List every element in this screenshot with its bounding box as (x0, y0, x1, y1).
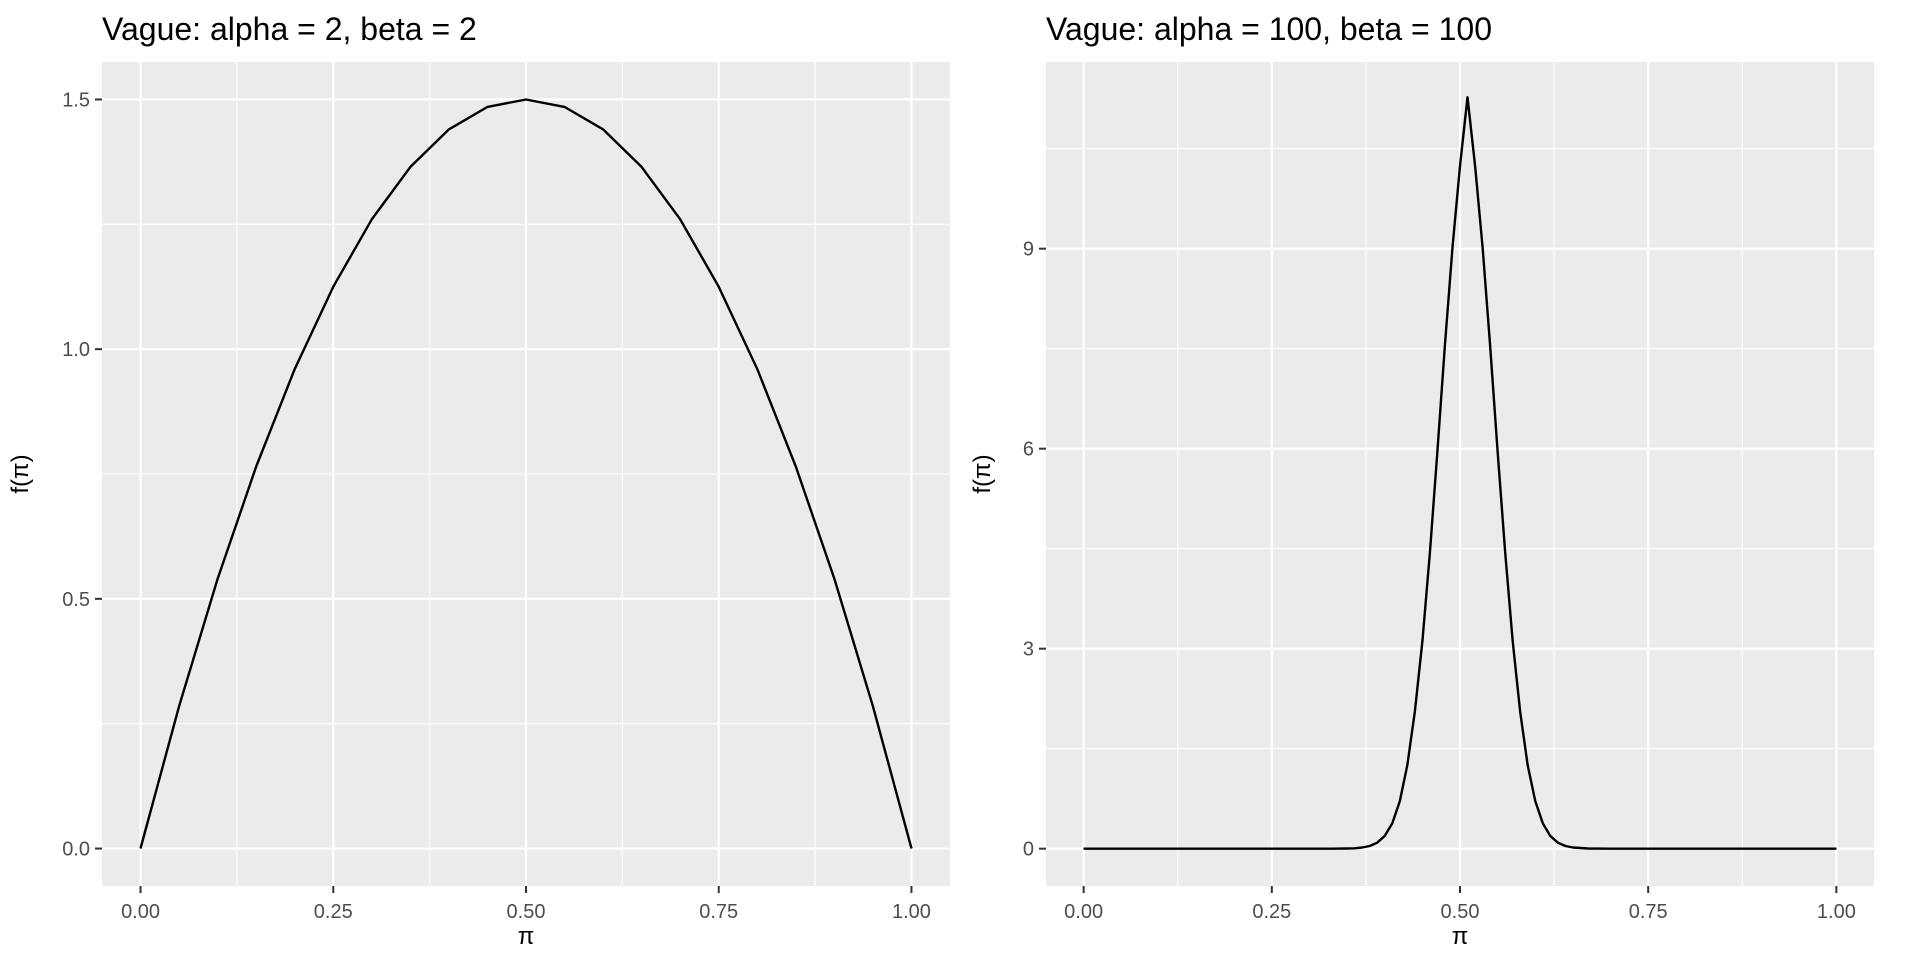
y-tick-label: 0.5 (62, 589, 90, 611)
x-tick-label: 0.00 (121, 901, 160, 923)
panel-title: Vague: alpha = 100, beta = 100 (1046, 11, 1492, 47)
y-tick-label: 1.5 (62, 89, 90, 111)
x-tick-label: 0.50 (507, 901, 546, 923)
x-axis-title: π (518, 923, 535, 950)
x-tick-label: 1.00 (892, 901, 931, 923)
x-axis-title: π (1452, 923, 1469, 950)
y-axis-title: f(π) (969, 454, 996, 493)
left-panel: Vague: alpha = 2, beta = 2 0.00 0.25 0.50 0.… (7, 11, 950, 950)
x-tick-label: 1.00 (1817, 901, 1856, 923)
y-tick-label: 6 (1023, 439, 1034, 461)
right-panel: Vague: alpha = 100, beta = 100 0.00 0.25 0.… (969, 11, 1874, 950)
series-line (1083, 96, 1837, 850)
y-tick-label: 9 (1023, 239, 1034, 261)
y-tick-label: 3 (1023, 639, 1034, 661)
y-axis-title: f(π) (7, 454, 34, 493)
x-tick-label: 0.25 (1252, 901, 1291, 923)
y-tick-label: 0.0 (62, 839, 90, 861)
y-tick-label: 0 (1023, 839, 1034, 861)
y-tick-label: 1.0 (62, 339, 90, 361)
panel-title: Vague: alpha = 2, beta = 2 (102, 11, 477, 47)
x-tick-label: 0.25 (314, 901, 353, 923)
series-line (139, 98, 913, 849)
x-tick-label: 0.50 (1441, 901, 1480, 923)
x-tick-label: 0.00 (1064, 901, 1103, 923)
x-tick-label: 0.75 (699, 901, 738, 923)
x-tick-label: 0.75 (1629, 901, 1668, 923)
